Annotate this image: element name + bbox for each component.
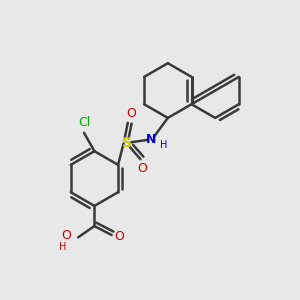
Text: H: H [160,140,167,150]
Text: O: O [114,230,124,243]
Text: O: O [127,107,136,120]
Text: N: N [146,133,157,146]
Text: O: O [62,230,71,242]
Text: O: O [137,162,147,175]
Text: Cl: Cl [78,116,90,129]
Text: S: S [122,136,132,150]
Text: H: H [59,242,66,252]
